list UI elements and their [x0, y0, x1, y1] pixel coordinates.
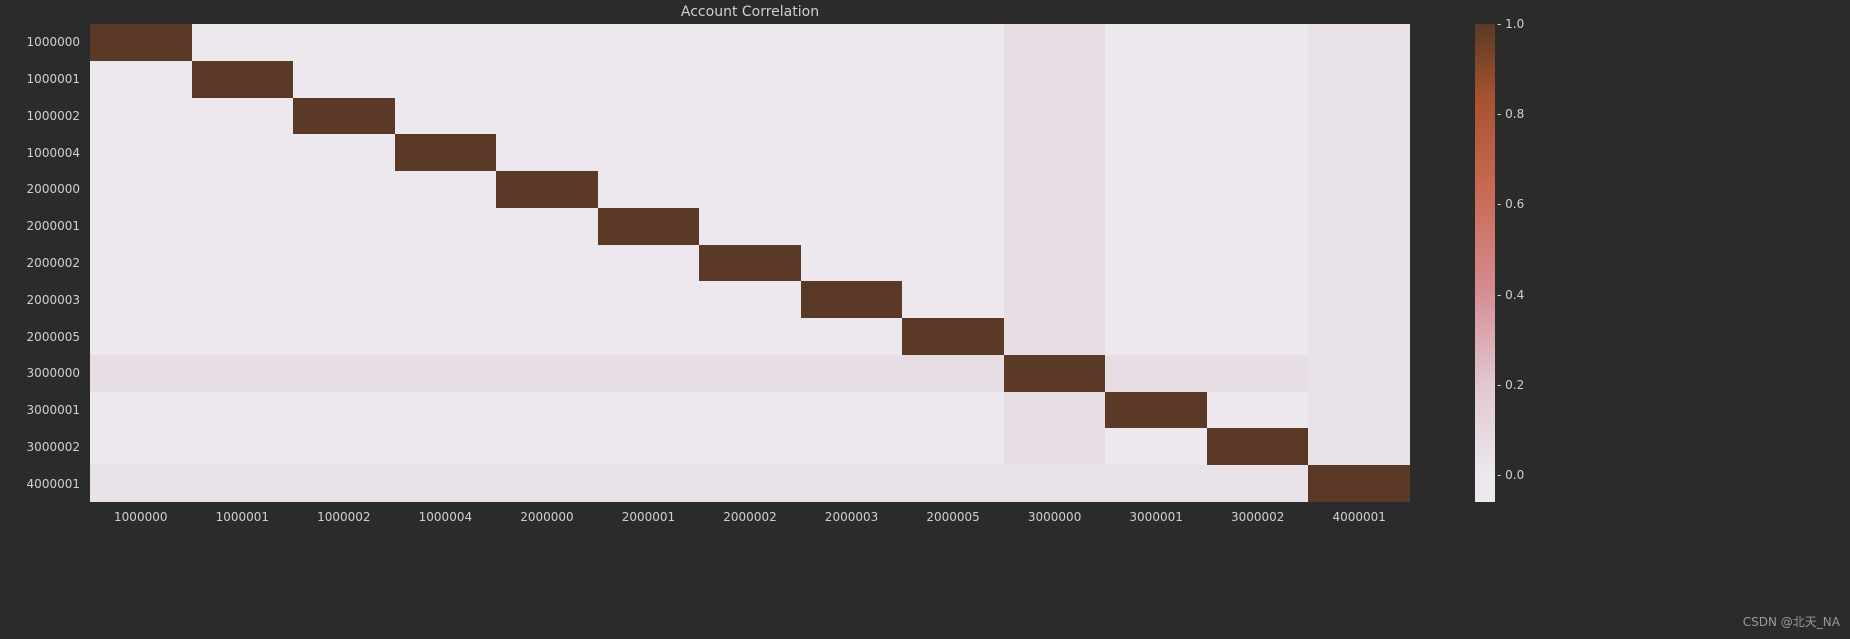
x-tick-label: 3000000: [1028, 510, 1081, 524]
colorbar-tick-label: - 0.4: [1497, 288, 1524, 302]
y-tick-label: 3000000: [2, 366, 80, 380]
x-tick-label: 1000002: [317, 510, 370, 524]
heatmap-diag-cell: [801, 281, 903, 318]
y-tick-label: 3000002: [2, 440, 80, 454]
heatmap-diag-cell: [902, 318, 1004, 355]
watermark: CSDN @北天_NA: [1743, 613, 1840, 630]
colorbar-gradient: [1475, 24, 1495, 502]
colorbar-tick-label: - 0.2: [1497, 378, 1524, 392]
heatmap-diag-cell: [192, 61, 294, 98]
colorbar-tick-label: - 0.6: [1497, 197, 1524, 211]
heatmap-diag-cell: [395, 134, 497, 171]
heatmap-col-faint: [1308, 24, 1410, 502]
colorbar-tick-label: - 0.8: [1497, 107, 1524, 121]
y-tick-label: 1000004: [2, 146, 80, 160]
heatmap-diag-cell: [699, 245, 801, 282]
heatmap-diag-cell: [598, 208, 700, 245]
x-tick-label: 1000004: [419, 510, 472, 524]
colorbar: [1475, 24, 1495, 502]
x-tick-label: 2000003: [825, 510, 878, 524]
colorbar-ticks: - 0.0- 0.2- 0.4- 0.6- 0.8- 1.0: [1497, 24, 1557, 502]
heatmap-col-band: [1004, 24, 1106, 502]
y-tick-label: 2000000: [2, 182, 80, 196]
heatmap-diag-cell: [496, 171, 598, 208]
chart-stage: Account Correlation 10000001000001100000…: [0, 0, 1850, 639]
y-tick-label: 1000000: [2, 35, 80, 49]
y-axis-ticks: 1000000 1000001 1000002 1000004 2000000 20000…: [0, 24, 80, 502]
x-tick-label: 2000002: [723, 510, 776, 524]
x-tick-label: 3000002: [1231, 510, 1284, 524]
heatmap-diag-cell: [90, 24, 192, 61]
colorbar-tick-label: - 0.0: [1497, 468, 1524, 482]
y-tick-label: 1000001: [2, 72, 80, 86]
heatmap-diag-cell: [1308, 465, 1410, 502]
heatmap-row-faint: [90, 465, 1410, 502]
x-tick-label: 1000001: [216, 510, 269, 524]
x-axis-ticks: 1000000 1000001 1000002 1000004 2000000 20000…: [90, 510, 1410, 530]
y-tick-label: 2000005: [2, 330, 80, 344]
heatmap-diag-cell: [1207, 428, 1309, 465]
colorbar-tick-label: - 1.0: [1497, 17, 1524, 31]
correlation-heatmap: [90, 24, 1410, 502]
y-tick-label: 4000001: [2, 477, 80, 491]
y-tick-label: 2000003: [2, 293, 80, 307]
y-tick-label: 2000002: [2, 256, 80, 270]
heatmap-diag-cell: [1004, 355, 1106, 392]
chart-title: Account Correlation: [90, 4, 1410, 20]
x-tick-label: 1000000: [114, 510, 167, 524]
heatmap-diag-cell: [1105, 392, 1207, 429]
heatmap-row-band: [90, 355, 1410, 392]
x-tick-label: 2000001: [622, 510, 675, 524]
x-tick-label: 3000001: [1129, 510, 1182, 524]
x-tick-label: 4000001: [1332, 510, 1385, 524]
y-tick-label: 1000002: [2, 109, 80, 123]
y-tick-label: 3000001: [2, 403, 80, 417]
x-tick-label: 2000000: [520, 510, 573, 524]
heatmap-diag-cell: [293, 98, 395, 135]
y-tick-label: 2000001: [2, 219, 80, 233]
x-tick-label: 2000005: [926, 510, 979, 524]
